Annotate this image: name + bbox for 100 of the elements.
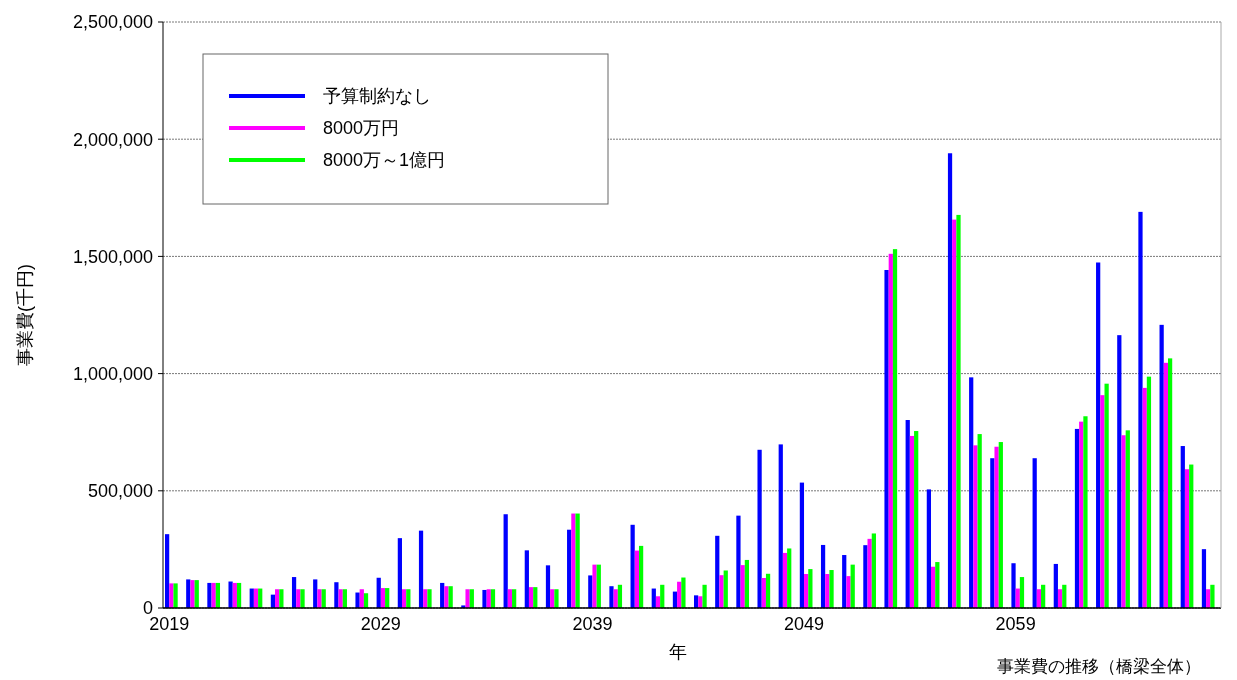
bar	[334, 582, 339, 608]
bar	[465, 589, 470, 608]
bar	[528, 587, 534, 608]
bar	[914, 431, 919, 608]
bar	[296, 589, 301, 608]
bar	[503, 514, 508, 608]
bar	[313, 579, 318, 608]
bar	[660, 584, 665, 608]
bar	[486, 589, 491, 608]
legend-label: 8000万円	[323, 118, 400, 139]
bar	[1100, 395, 1105, 608]
bar	[482, 589, 487, 608]
bar	[1104, 383, 1109, 608]
bar	[401, 589, 407, 608]
x-tick-label: 2059	[995, 614, 1036, 634]
bar	[300, 589, 305, 608]
bar	[1210, 584, 1215, 608]
bar	[617, 584, 623, 608]
bar	[871, 533, 876, 608]
bar	[1163, 362, 1168, 608]
bar	[757, 449, 762, 608]
bar	[317, 589, 322, 608]
bar	[380, 588, 386, 608]
bar	[1125, 430, 1130, 608]
bar	[588, 575, 593, 608]
bar	[444, 586, 449, 608]
bar	[490, 589, 496, 608]
bar	[820, 544, 826, 608]
bar	[799, 482, 805, 608]
bar	[232, 582, 237, 608]
bar	[406, 589, 411, 608]
bar	[930, 566, 936, 608]
x-tick-label: 2049	[784, 614, 825, 634]
bar	[1167, 358, 1173, 608]
bar	[228, 581, 233, 608]
bar	[863, 545, 868, 608]
bar	[736, 515, 741, 608]
bar	[613, 589, 618, 608]
bar	[186, 579, 191, 608]
x-axis-title: 年	[669, 642, 687, 662]
bar	[545, 565, 551, 608]
bar	[765, 573, 771, 608]
bar	[998, 442, 1003, 608]
bar	[969, 377, 974, 608]
bar	[947, 153, 953, 608]
bar	[207, 582, 212, 608]
bar	[275, 589, 280, 608]
bar	[1206, 589, 1211, 608]
bar	[888, 253, 893, 608]
bar	[524, 550, 529, 608]
bar	[165, 534, 170, 608]
bar	[1117, 335, 1122, 608]
bar	[761, 578, 766, 608]
bar	[355, 592, 360, 608]
bar	[1159, 324, 1164, 608]
bar	[440, 582, 445, 608]
bar	[533, 587, 538, 608]
bar	[1053, 563, 1058, 608]
bar	[825, 574, 830, 608]
bar	[1121, 435, 1126, 608]
bar	[190, 580, 195, 608]
bar	[804, 574, 809, 608]
bar	[169, 583, 174, 608]
bar	[909, 435, 915, 608]
bar	[994, 446, 999, 608]
bar	[1011, 563, 1016, 608]
bar	[850, 564, 855, 608]
y-tick-label: 1,000,000	[72, 363, 153, 384]
bar	[935, 562, 940, 608]
bar	[1096, 262, 1101, 608]
bar	[1019, 577, 1025, 608]
bar	[702, 584, 707, 608]
bar	[1201, 549, 1207, 608]
y-tick-label: 500,000	[87, 481, 153, 502]
bar	[423, 589, 428, 608]
legend-label: 8000万～1億円	[323, 150, 446, 171]
bar	[359, 589, 364, 608]
bar	[342, 589, 347, 608]
bar	[990, 458, 995, 608]
bar	[634, 550, 639, 608]
bar	[787, 548, 792, 608]
bar	[567, 529, 572, 608]
bar	[977, 434, 982, 608]
bar	[681, 577, 686, 608]
bar	[630, 524, 635, 608]
bar	[469, 589, 474, 608]
bar	[1142, 387, 1147, 608]
y-tick-label: 2,500,000	[72, 12, 153, 33]
bar	[507, 589, 513, 608]
bar	[291, 577, 297, 608]
bar	[715, 535, 720, 608]
bar	[571, 513, 576, 608]
bar	[782, 552, 788, 608]
x-tick-label: 2039	[572, 614, 613, 634]
bar	[778, 444, 783, 608]
bar	[194, 580, 199, 608]
bar	[609, 586, 614, 608]
bar	[719, 575, 724, 608]
bar	[1189, 464, 1194, 608]
bar	[236, 582, 242, 608]
